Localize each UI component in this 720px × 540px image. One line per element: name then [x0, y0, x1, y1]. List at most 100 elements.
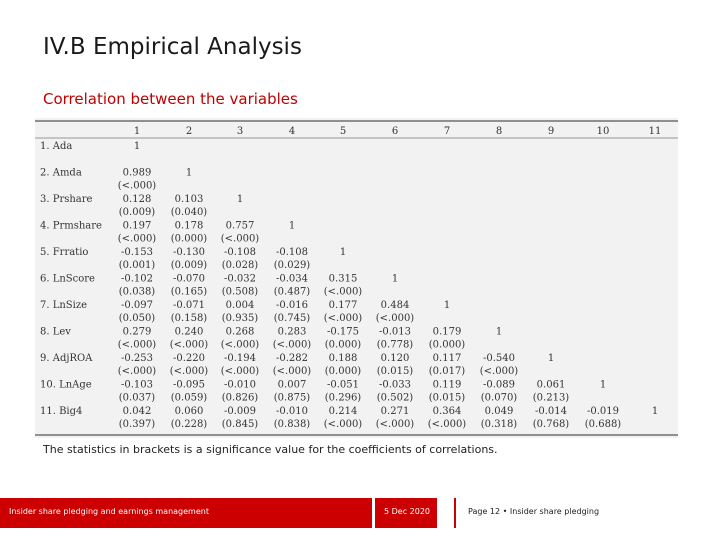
correlation-value: -0.019: [587, 406, 619, 417]
row-label: 1. Ada: [40, 141, 72, 152]
significance-value: (0.318): [481, 419, 518, 430]
correlation-value: 1: [652, 406, 658, 417]
significance-value: (<.000): [170, 366, 209, 377]
significance-value: (<.000): [221, 340, 260, 351]
row-label: 6. LnScore: [40, 274, 95, 285]
column-header: 10: [597, 126, 610, 137]
significance-value: (0.397): [119, 419, 156, 430]
correlation-value: -0.089: [483, 380, 515, 391]
significance-value: (0.029): [274, 260, 311, 271]
correlation-value: 0.060: [175, 406, 204, 417]
significance-value: (0.015): [429, 393, 466, 404]
correlation-value: -0.220: [173, 353, 205, 364]
correlation-value: 1: [186, 168, 192, 179]
significance-value: (0.000): [429, 340, 466, 351]
significance-value: (<.000): [324, 419, 363, 430]
table-footnote: The statistics in brackets is a signific…: [43, 443, 498, 456]
significance-value: (0.875): [274, 393, 311, 404]
significance-value: (0.228): [171, 419, 208, 430]
significance-value: (0.009): [119, 207, 156, 218]
significance-value: (0.745): [274, 313, 311, 324]
significance-value: (0.845): [222, 419, 259, 430]
slide-title: IV.B Empirical Analysis: [43, 34, 302, 60]
correlation-value: -0.033: [379, 380, 411, 391]
significance-value: (<.000): [376, 419, 415, 430]
correlation-value: -0.175: [327, 327, 359, 338]
significance-value: (0.001): [119, 260, 156, 271]
significance-value: (<.000): [324, 313, 363, 324]
slide-subtitle: Correlation between the variables: [43, 90, 298, 108]
significance-value: (0.009): [171, 260, 208, 271]
correlation-value: 1: [496, 327, 502, 338]
correlation-value: -0.071: [173, 300, 205, 311]
correlation-value: 0.188: [329, 353, 358, 364]
correlation-value: 1: [600, 380, 606, 391]
footer-date-box: 5 Dec 2020: [375, 498, 437, 528]
correlation-value: 0.197: [123, 221, 152, 232]
correlation-value: -0.282: [276, 353, 308, 364]
correlation-value: 1: [134, 141, 140, 152]
correlation-value: -0.153: [121, 247, 153, 258]
significance-value: (0.688): [585, 419, 622, 430]
correlation-value: 0.042: [123, 406, 152, 417]
correlation-value: -0.103: [121, 380, 153, 391]
significance-value: (0.040): [171, 207, 208, 218]
correlation-value: -0.130: [173, 247, 205, 258]
correlation-value: 0.049: [485, 406, 514, 417]
correlation-value: 0.177: [329, 300, 358, 311]
correlation-value: -0.540: [483, 353, 515, 364]
correlation-value: -0.253: [121, 353, 153, 364]
significance-value: (0.296): [325, 393, 362, 404]
significance-value: (0.015): [377, 366, 414, 377]
correlation-value: 0.240: [175, 327, 204, 338]
column-header: 4: [289, 126, 295, 137]
correlation-value: -0.108: [224, 247, 256, 258]
correlation-value: 0.364: [433, 406, 462, 417]
correlation-value: -0.051: [327, 380, 359, 391]
correlation-value: -0.013: [379, 327, 411, 338]
row-label: 5. Frratio: [40, 247, 88, 258]
row-label: 4. Prmshare: [40, 221, 102, 232]
correlation-value: 1: [444, 300, 450, 311]
significance-value: (0.826): [222, 393, 259, 404]
correlation-value: 0.178: [175, 221, 204, 232]
correlation-value: -0.097: [121, 300, 153, 311]
column-header: 11: [649, 126, 662, 137]
correlation-value: 1: [340, 247, 346, 258]
correlation-value: 0.757: [226, 221, 255, 232]
correlation-value: -0.108: [276, 247, 308, 258]
significance-value: (0.935): [222, 313, 259, 324]
footer-divider: [454, 498, 456, 528]
significance-value: (0.768): [533, 419, 570, 430]
row-label: 10. LnAge: [40, 380, 92, 391]
correlation-value: 0.989: [123, 168, 152, 179]
column-header: 7: [444, 126, 450, 137]
correlation-value: 1: [392, 274, 398, 285]
correlation-value: 0.214: [329, 406, 358, 417]
row-label: 2. Amda: [40, 168, 82, 179]
significance-value: (0.017): [429, 366, 466, 377]
significance-value: (0.165): [171, 287, 208, 298]
significance-value: (0.487): [274, 287, 311, 298]
correlation-value: -0.070: [173, 274, 205, 285]
column-header: 1: [134, 126, 140, 137]
significance-value: (<.000): [221, 234, 260, 245]
significance-value: (0.778): [377, 340, 414, 351]
correlation-value: 0.128: [123, 194, 152, 205]
correlation-value: 0.120: [381, 353, 410, 364]
correlation-value: 1: [237, 194, 243, 205]
correlation-value: 0.268: [226, 327, 255, 338]
significance-value: (<.000): [324, 287, 363, 298]
column-header: 9: [548, 126, 554, 137]
correlation-value: 0.279: [123, 327, 152, 338]
correlation-value: 0.119: [433, 380, 462, 391]
correlation-value: 0.484: [381, 300, 410, 311]
significance-value: (0.038): [119, 287, 156, 298]
significance-value: (0.000): [325, 340, 362, 351]
row-label: 9. AdjROA: [40, 353, 93, 364]
significance-value: (<.000): [170, 340, 209, 351]
correlation-value: 0.315: [329, 274, 358, 285]
significance-value: (<.000): [273, 366, 312, 377]
correlation-value: -0.194: [224, 353, 256, 364]
row-label: 11. Big4: [40, 406, 82, 417]
